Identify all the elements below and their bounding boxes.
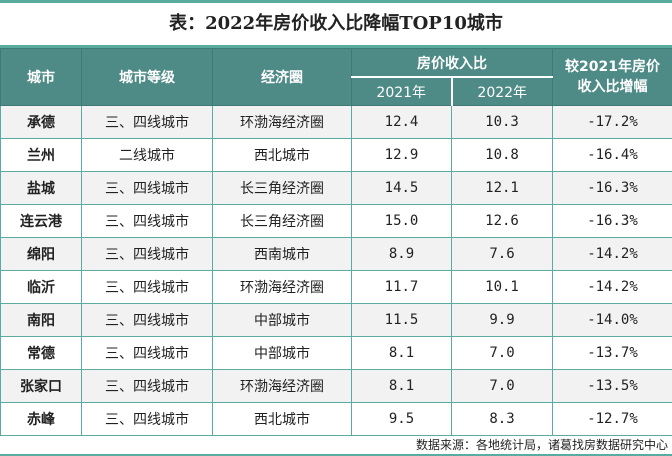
cell-region: 西北城市 — [213, 403, 352, 436]
header-tier: 城市等级 — [82, 49, 213, 106]
cell-tier: 三、四线城市 — [82, 238, 213, 271]
cell-tier: 三、四线城市 — [82, 337, 213, 370]
cell-y2021: 12.4 — [352, 106, 452, 139]
cell-y2021: 9.5 — [352, 403, 452, 436]
cell-y2021: 8.1 — [352, 337, 452, 370]
cell-y2022: 9.9 — [452, 304, 553, 337]
cell-y2022: 7.0 — [452, 337, 553, 370]
cell-y2021: 14.5 — [352, 172, 452, 205]
cell-region: 中部城市 — [213, 304, 352, 337]
cell-change: -14.0% — [553, 304, 672, 337]
cell-y2022: 10.1 — [452, 271, 553, 304]
cell-change: -16.4% — [553, 139, 672, 172]
cell-y2022: 10.8 — [452, 139, 553, 172]
cell-change: -14.2% — [553, 238, 672, 271]
header-2022: 2022年 — [452, 77, 553, 106]
cell-y2021: 11.5 — [352, 304, 452, 337]
cell-tier: 三、四线城市 — [82, 106, 213, 139]
cell-tier: 二线城市 — [82, 139, 213, 172]
cell-region: 西南城市 — [213, 238, 352, 271]
source-note: 数据来源：各地统计局，诸葛找房数据研究中心 — [0, 436, 672, 456]
cell-change: -16.3% — [553, 205, 672, 238]
cell-city: 南阳 — [1, 304, 82, 337]
cell-y2022: 10.3 — [452, 106, 553, 139]
header-ratio-group: 房价收入比 — [352, 49, 553, 78]
cell-region: 环渤海经济圈 — [213, 106, 352, 139]
cell-tier: 三、四线城市 — [82, 172, 213, 205]
cell-y2022: 7.6 — [452, 238, 553, 271]
cell-tier: 三、四线城市 — [82, 271, 213, 304]
cell-city: 张家口 — [1, 370, 82, 403]
header-2021: 2021年 — [352, 77, 452, 106]
cell-city: 承德 — [1, 106, 82, 139]
cell-change: -16.3% — [553, 172, 672, 205]
cell-region: 长三角经济圈 — [213, 205, 352, 238]
cell-y2022: 8.3 — [452, 403, 553, 436]
cell-change: -13.7% — [553, 337, 672, 370]
cell-tier: 三、四线城市 — [82, 403, 213, 436]
cell-region: 环渤海经济圈 — [213, 370, 352, 403]
cell-city: 绵阳 — [1, 238, 82, 271]
header-region: 经济圈 — [213, 49, 352, 106]
cell-region: 西北城市 — [213, 139, 352, 172]
cell-y2022: 12.1 — [452, 172, 553, 205]
cell-y2022: 12.6 — [452, 205, 553, 238]
cell-y2021: 11.7 — [352, 271, 452, 304]
cell-y2021: 8.1 — [352, 370, 452, 403]
header-change: 较2021年房价收入比增幅 — [553, 49, 672, 106]
cell-tier: 三、四线城市 — [82, 370, 213, 403]
header-city: 城市 — [1, 49, 82, 106]
cell-y2021: 15.0 — [352, 205, 452, 238]
cell-city: 赤峰 — [1, 403, 82, 436]
cell-region: 中部城市 — [213, 337, 352, 370]
cell-city: 连云港 — [1, 205, 82, 238]
cell-y2022: 7.0 — [452, 370, 553, 403]
cell-change: -14.2% — [553, 271, 672, 304]
cell-y2021: 8.9 — [352, 238, 452, 271]
cell-tier: 三、四线城市 — [82, 205, 213, 238]
data-table: 城市 城市等级 经济圈 房价收入比 较2021年房价收入比增幅 2021年 20… — [0, 48, 672, 436]
cell-change: -13.5% — [553, 370, 672, 403]
cell-city: 盐城 — [1, 172, 82, 205]
cell-change: -17.2% — [553, 106, 672, 139]
cell-city: 兰州 — [1, 139, 82, 172]
table-title: 表：2022年房价收入比降幅TOP10城市 — [0, 3, 672, 48]
cell-city: 常德 — [1, 337, 82, 370]
cell-change: -12.7% — [553, 403, 672, 436]
cell-region: 长三角经济圈 — [213, 172, 352, 205]
cell-region: 环渤海经济圈 — [213, 271, 352, 304]
cell-tier: 三、四线城市 — [82, 304, 213, 337]
cell-city: 临沂 — [1, 271, 82, 304]
cell-y2021: 12.9 — [352, 139, 452, 172]
